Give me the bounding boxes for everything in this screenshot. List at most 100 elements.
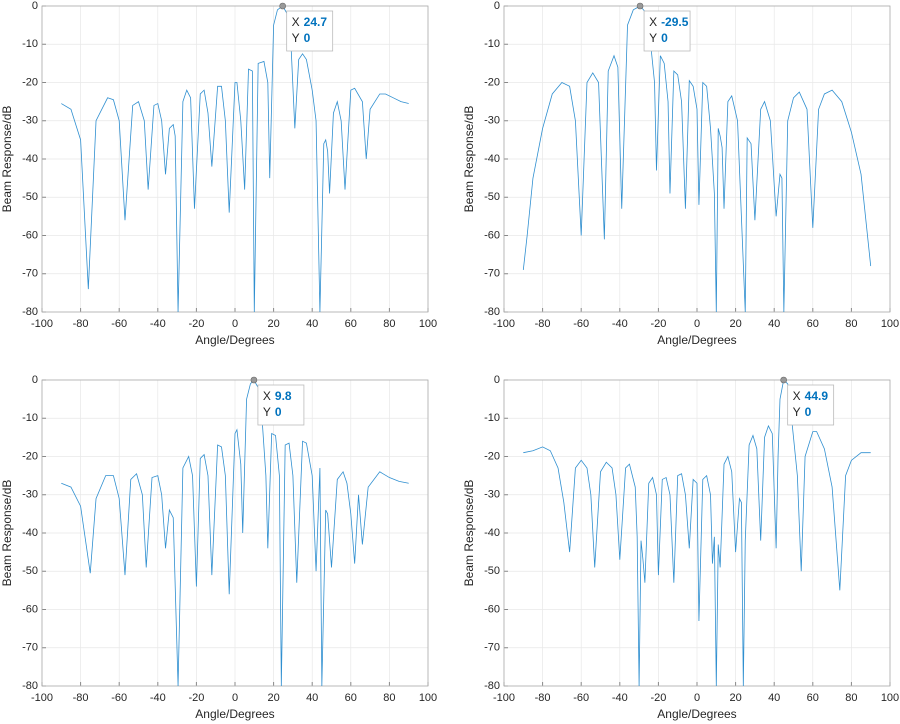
x-tick-label: 0 xyxy=(694,692,700,704)
x-tick-label: -80 xyxy=(535,318,551,330)
datatip-x-label: X xyxy=(793,389,801,403)
y-tick-label: -70 xyxy=(484,642,500,654)
x-tick-label: -20 xyxy=(650,318,666,330)
x-tick-label: -20 xyxy=(188,318,204,330)
x-tick-label: -100 xyxy=(31,692,53,704)
x-tick-label: 80 xyxy=(383,692,395,704)
x-tick-label: -20 xyxy=(188,692,204,704)
datatip-y-label: Y xyxy=(793,405,801,419)
datatip-x-value: 24.7 xyxy=(304,15,328,29)
datatip-x-value: -29.5 xyxy=(661,15,689,29)
x-tick-label: -80 xyxy=(73,692,89,704)
x-tick-label: 80 xyxy=(845,692,857,704)
axes-box xyxy=(41,5,429,313)
x-axis-label: Angle/Degrees xyxy=(657,333,736,347)
x-tick-label: 80 xyxy=(845,318,857,330)
x-tick-label: 20 xyxy=(267,692,279,704)
datatip-y-label: Y xyxy=(649,31,657,45)
axes-box xyxy=(41,379,429,687)
axes-box xyxy=(503,5,891,313)
y-tick-label: -20 xyxy=(484,450,500,462)
x-tick-label: 100 xyxy=(881,318,899,330)
x-tick-label: -80 xyxy=(73,318,89,330)
y-tick-label: -10 xyxy=(484,38,500,50)
x-tick-label: 40 xyxy=(768,692,780,704)
x-tick-label: 0 xyxy=(232,318,238,330)
y-tick-label: -30 xyxy=(484,489,500,501)
y-tick-label: -40 xyxy=(484,153,500,165)
line xyxy=(522,5,872,313)
x-tick-label: 60 xyxy=(345,318,357,330)
datatip-box xyxy=(257,384,305,426)
y-tick-label: -20 xyxy=(22,76,38,88)
y-axis-label: Beam Response/dB xyxy=(462,106,476,213)
datatip-x-value: 9.8 xyxy=(275,389,292,403)
y-tick-label: -30 xyxy=(484,115,500,127)
x-tick-label: 40 xyxy=(768,318,780,330)
x-tick-label: 80 xyxy=(383,318,395,330)
datatip-box xyxy=(286,10,334,52)
x-tick-label: -60 xyxy=(573,318,589,330)
axes: -100 -80 -60 -40 -20 0 20 40 60 80 100-80-70-60-50… xyxy=(462,374,899,721)
datatip-x-label: X xyxy=(649,15,657,29)
datatip-y-value: 0 xyxy=(805,405,812,419)
y-tick-label: -50 xyxy=(484,565,500,577)
y-tick-label: -80 xyxy=(484,306,500,318)
y-tick-label: -30 xyxy=(22,489,38,501)
y-tick-label: -70 xyxy=(484,268,500,280)
x-tick-label: 40 xyxy=(306,692,318,704)
x-tick-label: -40 xyxy=(612,692,628,704)
x-tick-label: -40 xyxy=(150,318,166,330)
datatip-y-value: 0 xyxy=(661,31,668,45)
x-axis-label: Angle/Degrees xyxy=(657,707,736,721)
datatip-x-value: 44.9 xyxy=(805,389,829,403)
y-tick-label: -40 xyxy=(22,527,38,539)
x-tick-label: -20 xyxy=(650,692,666,704)
y-tick-label: -60 xyxy=(22,229,38,241)
x-tick-label: 60 xyxy=(807,318,819,330)
y-tick-label: -80 xyxy=(22,306,38,318)
x-tick-label: -40 xyxy=(612,318,628,330)
x-tick-label: 20 xyxy=(729,318,741,330)
line xyxy=(523,379,871,687)
y-tick-label: -50 xyxy=(484,191,500,203)
datatip-y-label: Y xyxy=(292,31,300,45)
datatip-x-label: X xyxy=(263,389,271,403)
x-tick-label: -60 xyxy=(111,692,127,704)
axes: -100 -80 -60 -40 -20 0 20 40 60 80 100-80-70-60-50… xyxy=(0,0,437,347)
y-tick-label: -30 xyxy=(22,115,38,127)
axes: -100 -80 -60 -40 -20 0 20 40 60 80 100-80-70-60-50… xyxy=(0,374,437,721)
datatip-y-label: Y xyxy=(263,405,271,419)
x-tick-label: -100 xyxy=(493,692,515,704)
datatip-box xyxy=(643,10,691,52)
y-tick-label: -80 xyxy=(484,680,500,692)
datatip-y-value: 0 xyxy=(304,31,311,45)
x-tick-label: -60 xyxy=(111,318,127,330)
y-tick-label: -20 xyxy=(484,76,500,88)
x-tick-label: 0 xyxy=(232,692,238,704)
y-axis-label: Beam Response/dB xyxy=(0,106,14,213)
y-tick-label: -20 xyxy=(22,450,38,462)
y-tick-label: -10 xyxy=(22,38,38,50)
x-tick-label: 100 xyxy=(419,692,437,704)
y-tick-label: 0 xyxy=(494,374,500,386)
x-tick-label: -40 xyxy=(150,692,166,704)
x-tick-label: 0 xyxy=(694,318,700,330)
axes-box xyxy=(503,379,891,687)
x-axis-label: Angle/Degrees xyxy=(195,333,274,347)
y-tick-label: -70 xyxy=(22,642,38,654)
datatip-marker xyxy=(780,376,787,384)
y-tick-label: -50 xyxy=(22,191,38,203)
x-axis-label: Angle/Degrees xyxy=(195,707,274,721)
x-tick-label: 100 xyxy=(419,318,437,330)
datatip-x-label: X xyxy=(292,15,300,29)
x-tick-label: -60 xyxy=(573,692,589,704)
x-tick-label: 60 xyxy=(345,692,357,704)
x-tick-label: 20 xyxy=(267,318,279,330)
datatip-marker xyxy=(250,376,258,384)
x-tick-label: 60 xyxy=(807,692,819,704)
y-tick-label: -70 xyxy=(22,268,38,280)
y-tick-label: -10 xyxy=(22,412,38,424)
y-tick-label: -50 xyxy=(22,565,38,577)
